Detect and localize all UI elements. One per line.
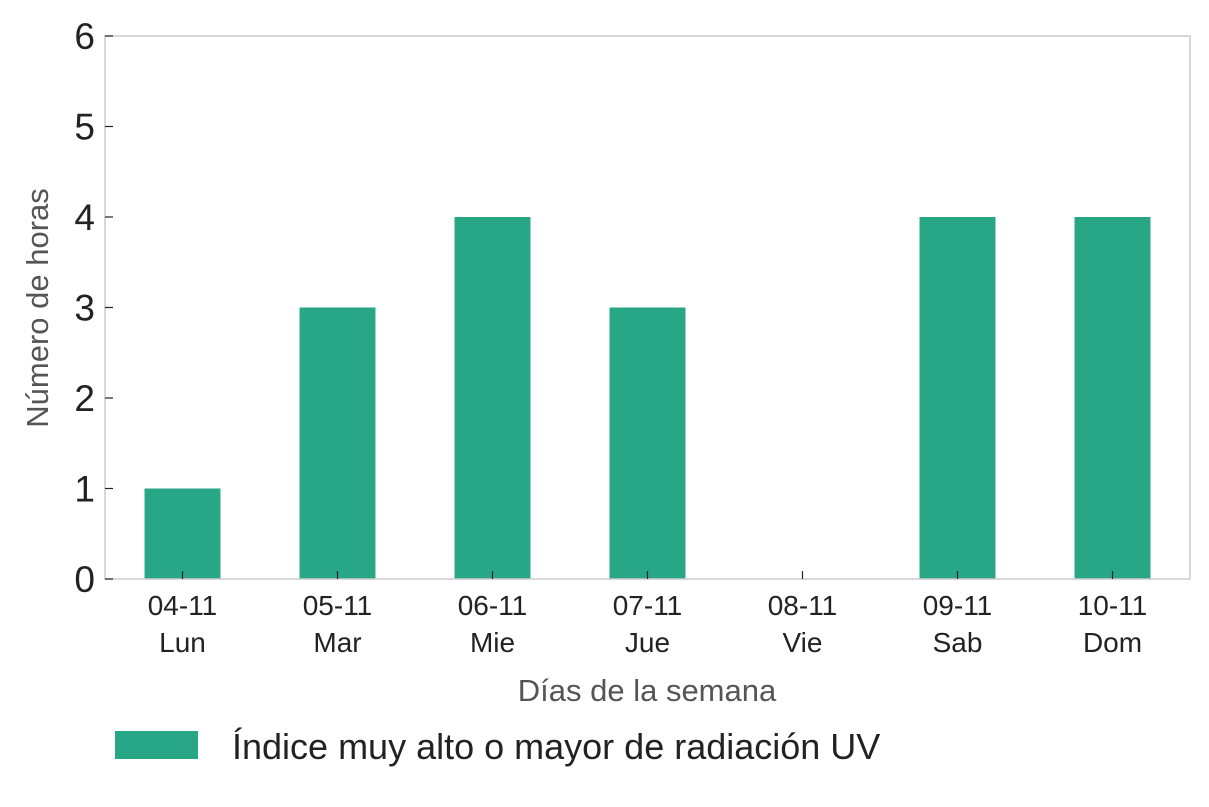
bar-09-11 [919, 217, 996, 579]
x-axis: 04-11 Lun 05-11 Mar 06-11 Mie 07-11 Jue 08-11 Vie… [148, 571, 1148, 658]
legend-swatch [115, 731, 198, 759]
y-tick-label: 1 [74, 469, 95, 510]
x-tick-day-label: Jue [625, 627, 670, 658]
bar-10-11 [1074, 217, 1151, 579]
x-tick-day-label: Mar [313, 627, 361, 658]
x-tick-label: 07-11 [613, 590, 683, 621]
y-tick-label: 4 [74, 197, 95, 238]
bar-04-11 [144, 488, 221, 579]
x-tick-label: 09-11 [923, 590, 993, 621]
x-tick-label: 05-11 [303, 590, 373, 621]
bar-06-11 [454, 217, 531, 579]
bar-07-11 [609, 307, 686, 579]
x-tick-label: 08-11 [768, 590, 838, 621]
y-tick-label: 2 [74, 378, 95, 419]
x-tick-day-label: Mie [470, 627, 515, 658]
legend: Índice muy alto o mayor de radiación UV [115, 726, 880, 767]
y-axis: 0 1 2 3 4 5 6 [74, 16, 113, 600]
x-axis-title: Días de la semana [518, 673, 777, 708]
y-tick-label: 5 [74, 107, 95, 148]
x-tick-day-label: Dom [1083, 627, 1142, 658]
bars-group [144, 217, 1151, 579]
y-tick-label: 3 [74, 288, 95, 329]
x-tick-day-label: Sab [933, 627, 983, 658]
y-tick-label: 0 [74, 559, 95, 600]
y-tick-label: 6 [74, 16, 95, 57]
x-tick-label: 06-11 [458, 590, 528, 621]
x-tick-label: 04-11 [148, 590, 218, 621]
y-axis-title: Número de horas [20, 188, 55, 428]
x-tick-day-label: Lun [159, 627, 206, 658]
bar-05-11 [299, 307, 376, 579]
x-tick-day-label: Vie [783, 627, 823, 658]
legend-label: Índice muy alto o mayor de radiación UV [232, 726, 880, 767]
x-tick-label: 10-11 [1078, 590, 1148, 621]
